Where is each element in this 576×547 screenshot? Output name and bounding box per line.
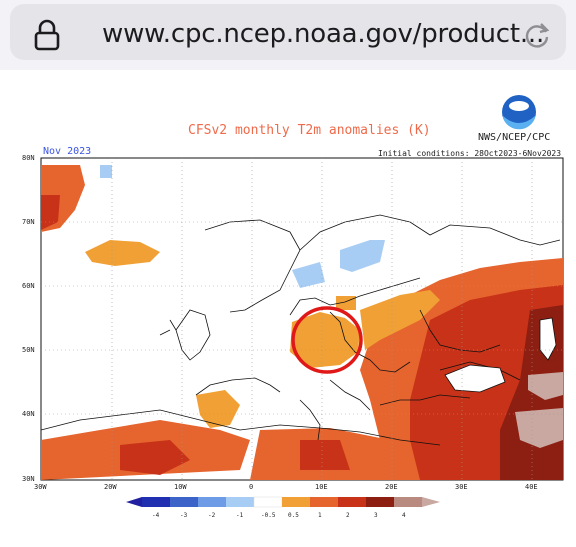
black-sea [444,364,506,393]
agency-label: NWS/NCEP/CPC [478,132,551,143]
reload-icon[interactable] [522,20,552,50]
lon-label: 0 [249,483,253,491]
lon-label: 30E [455,483,468,491]
lon-label: 20E [385,483,398,491]
lat-label: 60N [22,282,35,290]
noaa-logo [502,95,536,130]
caspian-sea [539,317,557,361]
colorbar-label: 3 [374,512,378,519]
colorbar [126,496,440,508]
lock-icon [34,19,60,51]
highlight-circle [291,306,363,374]
lat-label: 80N [22,154,35,162]
url-field[interactable]: www.cpc.ncep.noaa.gov/product... [10,4,566,60]
lon-label: 10E [315,483,328,491]
colorbar-label: 2 [346,512,350,519]
url-text[interactable]: www.cpc.ncep.noaa.gov/product... [102,19,545,49]
lat-label: 30N [22,475,35,483]
lon-labels: 30W 20W 10W 0 10E 20E 30E 40E [34,483,538,491]
lon-label: 40E [525,483,538,491]
browser-address-bar: www.cpc.ncep.noaa.gov/product... [0,0,576,70]
lon-label: 20W [104,483,117,491]
colorbar-label: 4 [402,512,406,519]
lon-label: 30W [34,483,47,491]
lat-label: 50N [22,346,35,354]
colorbar-label: -0.5 [261,512,276,519]
colorbar-label: 0.5 [288,512,299,519]
colorbar-label: -2 [208,512,216,519]
lat-label: 70N [22,218,35,226]
lat-labels: 80N 70N 60N 50N 40N 30N [22,154,35,483]
figure-title: CFSv2 monthly T2m anomalies (K) [188,123,431,138]
colorbar-label: -1 [236,512,244,519]
colorbar-labels: -4 -3 -2 -1 -0.5 0.5 1 2 3 4 [152,512,406,519]
colorbar-label: -3 [180,512,188,519]
gridlines [41,158,563,480]
forecast-month: Nov 2023 [43,146,92,157]
lon-label: 10W [174,483,187,491]
colorbar-label: -4 [152,512,160,519]
initial-conditions: Initial conditions: 28Oct2023-6Nov2023 [378,149,562,158]
coastlines [40,214,561,446]
lat-label: 40N [22,410,35,418]
colorbar-label: 1 [318,512,322,519]
